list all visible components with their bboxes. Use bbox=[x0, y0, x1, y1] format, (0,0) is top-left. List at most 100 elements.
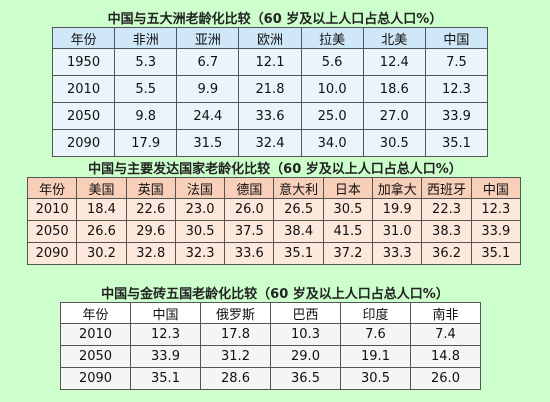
cell: 26.6 bbox=[76, 220, 127, 243]
cell: 24.4 bbox=[176, 102, 240, 130]
cell: 2050 bbox=[51, 102, 116, 130]
header-cell: 加拿大 bbox=[372, 177, 423, 199]
header-cell: 俄罗斯 bbox=[200, 302, 271, 324]
cell: 35.1 bbox=[130, 367, 201, 390]
cell: 30.5 bbox=[362, 129, 426, 157]
cell: 7.6 bbox=[340, 323, 411, 346]
cell: 37.5 bbox=[224, 220, 275, 243]
cell: 26.5 bbox=[273, 198, 324, 221]
header-cell: 中国 bbox=[470, 177, 522, 199]
header-cell: 北美 bbox=[362, 27, 426, 49]
cell: 19.1 bbox=[340, 345, 411, 368]
cell: 36.5 bbox=[270, 367, 341, 390]
table-row: 2010 18.4 22.6 23.0 26.0 26.5 30.5 19.9 22.3 12.3 bbox=[26, 198, 522, 221]
cell: 12.3 bbox=[424, 75, 489, 103]
cell: 41.5 bbox=[322, 220, 374, 243]
cell: 32.4 bbox=[238, 129, 302, 157]
cell: 33.3 bbox=[372, 242, 423, 265]
cell: 30.5 bbox=[322, 198, 374, 221]
cell: 33.9 bbox=[130, 345, 201, 368]
table-title: 中国与五大洲老龄化比较（60 岁及以上人口占总人口%） bbox=[107, 12, 443, 27]
cell: 32.8 bbox=[125, 242, 176, 265]
data-table: 年份 美国 英国 法国 德国 意大利 日本 加拿大 西班牙 中国 2010 18.4 22.6 23.0 2… bbox=[26, 177, 522, 265]
cell: 5.5 bbox=[114, 75, 178, 103]
cell: 25.0 bbox=[300, 102, 364, 130]
cell: 2090 bbox=[51, 129, 116, 157]
table-row: 2010 12.3 17.8 10.3 7.6 7.4 bbox=[60, 323, 481, 346]
cell: 35.1 bbox=[470, 242, 522, 265]
cell: 18.4 bbox=[76, 198, 127, 221]
cell: 22.3 bbox=[421, 198, 472, 221]
cell: 34.0 bbox=[300, 129, 364, 157]
cell: 29.6 bbox=[125, 220, 176, 243]
cell: 31.5 bbox=[176, 129, 240, 157]
header-cell: 法国 bbox=[174, 177, 226, 199]
header-cell: 英国 bbox=[125, 177, 176, 199]
header-cell: 印度 bbox=[340, 302, 411, 324]
cell: 23.0 bbox=[174, 198, 226, 221]
cell: 26.0 bbox=[410, 367, 481, 390]
table-title: 中国与主要发达国家老龄化比较（60 岁及以上人口占总人口%） bbox=[88, 162, 462, 177]
cell: 1950 bbox=[51, 48, 116, 76]
header-row: 年份 非洲 亚洲 欧洲 拉美 北美 中国 bbox=[51, 27, 489, 49]
cell: 2010 bbox=[60, 323, 131, 346]
header-cell: 中国 bbox=[130, 302, 201, 324]
cell: 7.4 bbox=[410, 323, 481, 346]
cell: 12.3 bbox=[470, 198, 522, 221]
table-row: 2090 30.2 32.8 32.3 33.6 35.1 37.2 33.3 36.2 35.1 bbox=[26, 242, 522, 265]
cell: 2010 bbox=[26, 198, 78, 221]
cell: 10.3 bbox=[270, 323, 341, 346]
cell: 17.8 bbox=[200, 323, 271, 346]
header-cell: 日本 bbox=[322, 177, 374, 199]
cell: 12.3 bbox=[130, 323, 201, 346]
cell: 12.4 bbox=[362, 48, 426, 76]
data-table: 年份 中国 俄罗斯 巴西 印度 南非 2010 12.3 17.8 10.3 7.6 7.4 2050 3… bbox=[60, 302, 481, 390]
header-cell: 巴西 bbox=[270, 302, 341, 324]
header-row: 年份 美国 英国 法国 德国 意大利 日本 加拿大 西班牙 中国 bbox=[26, 177, 522, 199]
table-row: 2010 5.5 9.9 21.8 10.0 18.6 12.3 bbox=[51, 75, 489, 103]
cell: 30.5 bbox=[174, 220, 226, 243]
table-row: 2050 26.6 29.6 30.5 37.5 38.4 41.5 31.0 38.3 33.9 bbox=[26, 220, 522, 243]
cell: 31.2 bbox=[200, 345, 271, 368]
cell: 22.6 bbox=[125, 198, 176, 221]
header-cell: 德国 bbox=[224, 177, 275, 199]
cell: 29.0 bbox=[270, 345, 341, 368]
cell: 18.6 bbox=[362, 75, 426, 103]
table-row: 1950 5.3 6.7 12.1 5.6 12.4 7.5 bbox=[51, 48, 489, 76]
table-row: 2090 35.1 28.6 36.5 30.5 26.0 bbox=[60, 367, 481, 390]
cell: 38.4 bbox=[273, 220, 324, 243]
cell: 33.9 bbox=[470, 220, 522, 243]
data-table: 年份 非洲 亚洲 欧洲 拉美 北美 中国 1950 5.3 6.7 12.1 5.6 12.4 7.5 20… bbox=[51, 27, 489, 157]
cell: 38.3 bbox=[421, 220, 472, 243]
cell: 5.3 bbox=[114, 48, 178, 76]
cell: 19.9 bbox=[372, 198, 423, 221]
cell: 21.8 bbox=[238, 75, 302, 103]
cell: 26.0 bbox=[224, 198, 275, 221]
cell: 33.6 bbox=[238, 102, 302, 130]
header-cell: 年份 bbox=[26, 177, 78, 199]
cell: 10.0 bbox=[300, 75, 364, 103]
cell: 33.9 bbox=[424, 102, 489, 130]
table-row: 2050 33.9 31.2 29.0 19.1 14.8 bbox=[60, 345, 481, 368]
cell: 36.2 bbox=[421, 242, 472, 265]
header-cell: 年份 bbox=[51, 27, 116, 49]
cell: 7.5 bbox=[424, 48, 489, 76]
cell: 2050 bbox=[60, 345, 131, 368]
cell: 30.5 bbox=[340, 367, 411, 390]
cell: 2050 bbox=[26, 220, 78, 243]
header-row: 年份 中国 俄罗斯 巴西 印度 南非 bbox=[60, 302, 481, 324]
cell: 2090 bbox=[60, 367, 131, 390]
cell: 6.7 bbox=[176, 48, 240, 76]
cell: 2010 bbox=[51, 75, 116, 103]
cell: 5.6 bbox=[300, 48, 364, 76]
cell: 37.2 bbox=[322, 242, 374, 265]
cell: 9.8 bbox=[114, 102, 178, 130]
header-cell: 拉美 bbox=[300, 27, 364, 49]
header-cell: 年份 bbox=[60, 302, 131, 324]
cell: 9.9 bbox=[176, 75, 240, 103]
cell: 30.2 bbox=[76, 242, 127, 265]
header-cell: 非洲 bbox=[114, 27, 178, 49]
cell: 28.6 bbox=[200, 367, 271, 390]
cell: 32.3 bbox=[174, 242, 226, 265]
